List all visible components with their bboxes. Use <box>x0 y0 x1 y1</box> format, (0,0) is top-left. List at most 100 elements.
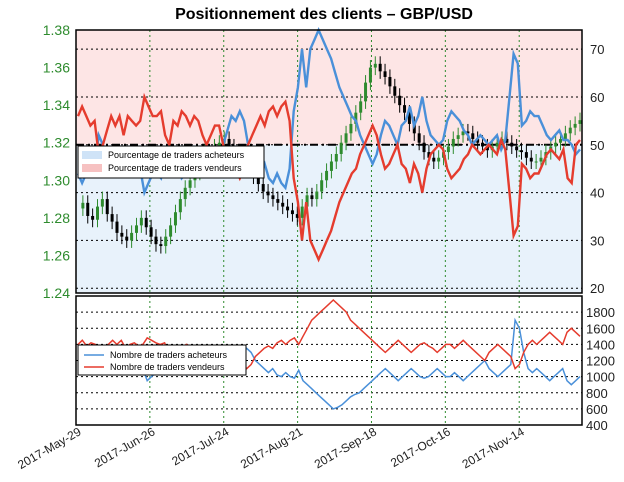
candle-body <box>446 146 450 153</box>
candle-body <box>81 202 85 209</box>
candle-body <box>325 170 329 181</box>
candle-body <box>183 187 187 200</box>
candle-body <box>354 112 358 124</box>
series-line-short-count <box>77 298 581 370</box>
candle-body <box>529 157 533 162</box>
candle-body <box>300 206 304 218</box>
candle-body <box>461 131 465 136</box>
right-tick-label: 400 <box>586 418 608 433</box>
candle-body <box>149 227 153 237</box>
candle-body <box>505 138 509 143</box>
x-axis-ticks: 2017-May-29 2017-Jun-26 2017-Jul-24 2017-Au… <box>15 424 527 472</box>
candle-body <box>432 157 436 162</box>
candle-body <box>286 206 290 211</box>
candle-body <box>339 142 343 154</box>
left-tick-label: 1.32 <box>43 135 70 151</box>
left-tick-label: 1.36 <box>43 60 70 76</box>
right-tick-label: 1000 <box>586 370 615 385</box>
candle-body <box>403 105 407 113</box>
candle-body <box>295 214 299 218</box>
candle-body <box>398 95 402 106</box>
candle-body <box>388 76 392 87</box>
x-tick-label: 2017-Jul-24 <box>169 424 231 468</box>
legend-swatch-long-pct <box>82 151 102 159</box>
candle-body <box>110 214 114 222</box>
candle-body <box>217 142 221 147</box>
legend-label-short-pct: Pourcentage de traders vendeurs <box>108 163 242 173</box>
candle-body <box>281 202 285 207</box>
candle-body <box>456 135 460 139</box>
x-tick-label: 2017-Oct-16 <box>388 424 453 470</box>
candle-body <box>559 138 563 143</box>
candle-body <box>310 195 314 200</box>
right-tick-label: 600 <box>586 402 608 417</box>
candle-body <box>520 150 524 153</box>
candle-body <box>495 142 499 147</box>
candle-body <box>368 67 372 83</box>
right-tick-label: 50 <box>590 138 604 153</box>
candle-body <box>471 133 475 139</box>
candle-body <box>130 232 134 241</box>
candle-body <box>134 225 138 233</box>
right-tick-label: 1600 <box>586 321 615 336</box>
candle-body <box>105 199 109 215</box>
right-axis-ticks-upper: 20 30 40 50 60 70 <box>590 42 604 296</box>
lower-panel: Nombre de traders acheteurs Nombre de tr… <box>75 295 583 426</box>
candle-body <box>485 146 489 151</box>
upper-legend: Pourcentage de traders acheteurs Pourcen… <box>77 145 265 179</box>
candle-body <box>115 221 119 233</box>
candle-body <box>451 138 455 147</box>
left-tick-label: 1.38 <box>43 22 70 38</box>
candle-body <box>305 195 309 207</box>
candle-body <box>266 191 270 196</box>
x-tick-label: 2017-Sep-18 <box>312 424 379 471</box>
x-tick-label: 2017-Jun-26 <box>92 424 158 470</box>
candle-body <box>256 176 260 185</box>
candle-body <box>261 184 265 192</box>
candle-body <box>510 142 514 147</box>
candle-body <box>320 180 324 192</box>
candle-body <box>393 86 397 96</box>
right-tick-label: 60 <box>590 90 604 105</box>
candle-body <box>329 161 333 171</box>
candle-body <box>154 236 158 245</box>
candle-body <box>378 63 382 72</box>
chart-title: Positionnement des clients – GBP/USD <box>175 6 473 23</box>
right-tick-label: 40 <box>590 186 604 201</box>
left-tick-label: 1.24 <box>43 285 70 301</box>
candle-body <box>86 202 90 216</box>
candle-body <box>437 157 441 162</box>
candle-body <box>373 63 377 68</box>
candle-body <box>344 133 348 143</box>
legend-label-long-count: Nombre de traders acheteurs <box>110 350 228 360</box>
candle-body <box>539 157 543 162</box>
candle-body <box>578 120 582 124</box>
candle-body <box>407 112 411 124</box>
candle-body <box>120 232 124 237</box>
candle-body <box>100 199 104 207</box>
x-tick-label: 2017-May-29 <box>15 424 84 472</box>
candle-body <box>476 138 480 143</box>
upper-panel: Pourcentage de traders acheteurs Pourcen… <box>75 26 583 294</box>
candle-body <box>359 101 363 113</box>
candle-body <box>573 123 577 128</box>
candle-body <box>188 180 192 188</box>
x-tick-label: 2017-Nov-14 <box>460 424 527 471</box>
right-tick-label: 30 <box>590 233 604 248</box>
x-tick-label: 2017-Aug-21 <box>238 424 305 471</box>
lower-legend: Nombre de traders acheteurs Nombre de tr… <box>77 344 247 376</box>
candle-body <box>95 206 99 220</box>
candle-body <box>173 212 177 226</box>
candle-body <box>563 133 567 139</box>
candle-body <box>159 244 163 247</box>
legend-label-long-pct: Pourcentage de traders acheteurs <box>108 150 245 160</box>
left-tick-label: 1.30 <box>43 172 70 188</box>
candle-body <box>383 71 387 77</box>
candle-body <box>169 225 173 237</box>
candle-body <box>227 138 231 147</box>
candle-body <box>466 131 470 134</box>
candle-body <box>139 217 143 226</box>
right-tick-label: 20 <box>590 281 604 296</box>
left-tick-label: 1.28 <box>43 210 70 226</box>
